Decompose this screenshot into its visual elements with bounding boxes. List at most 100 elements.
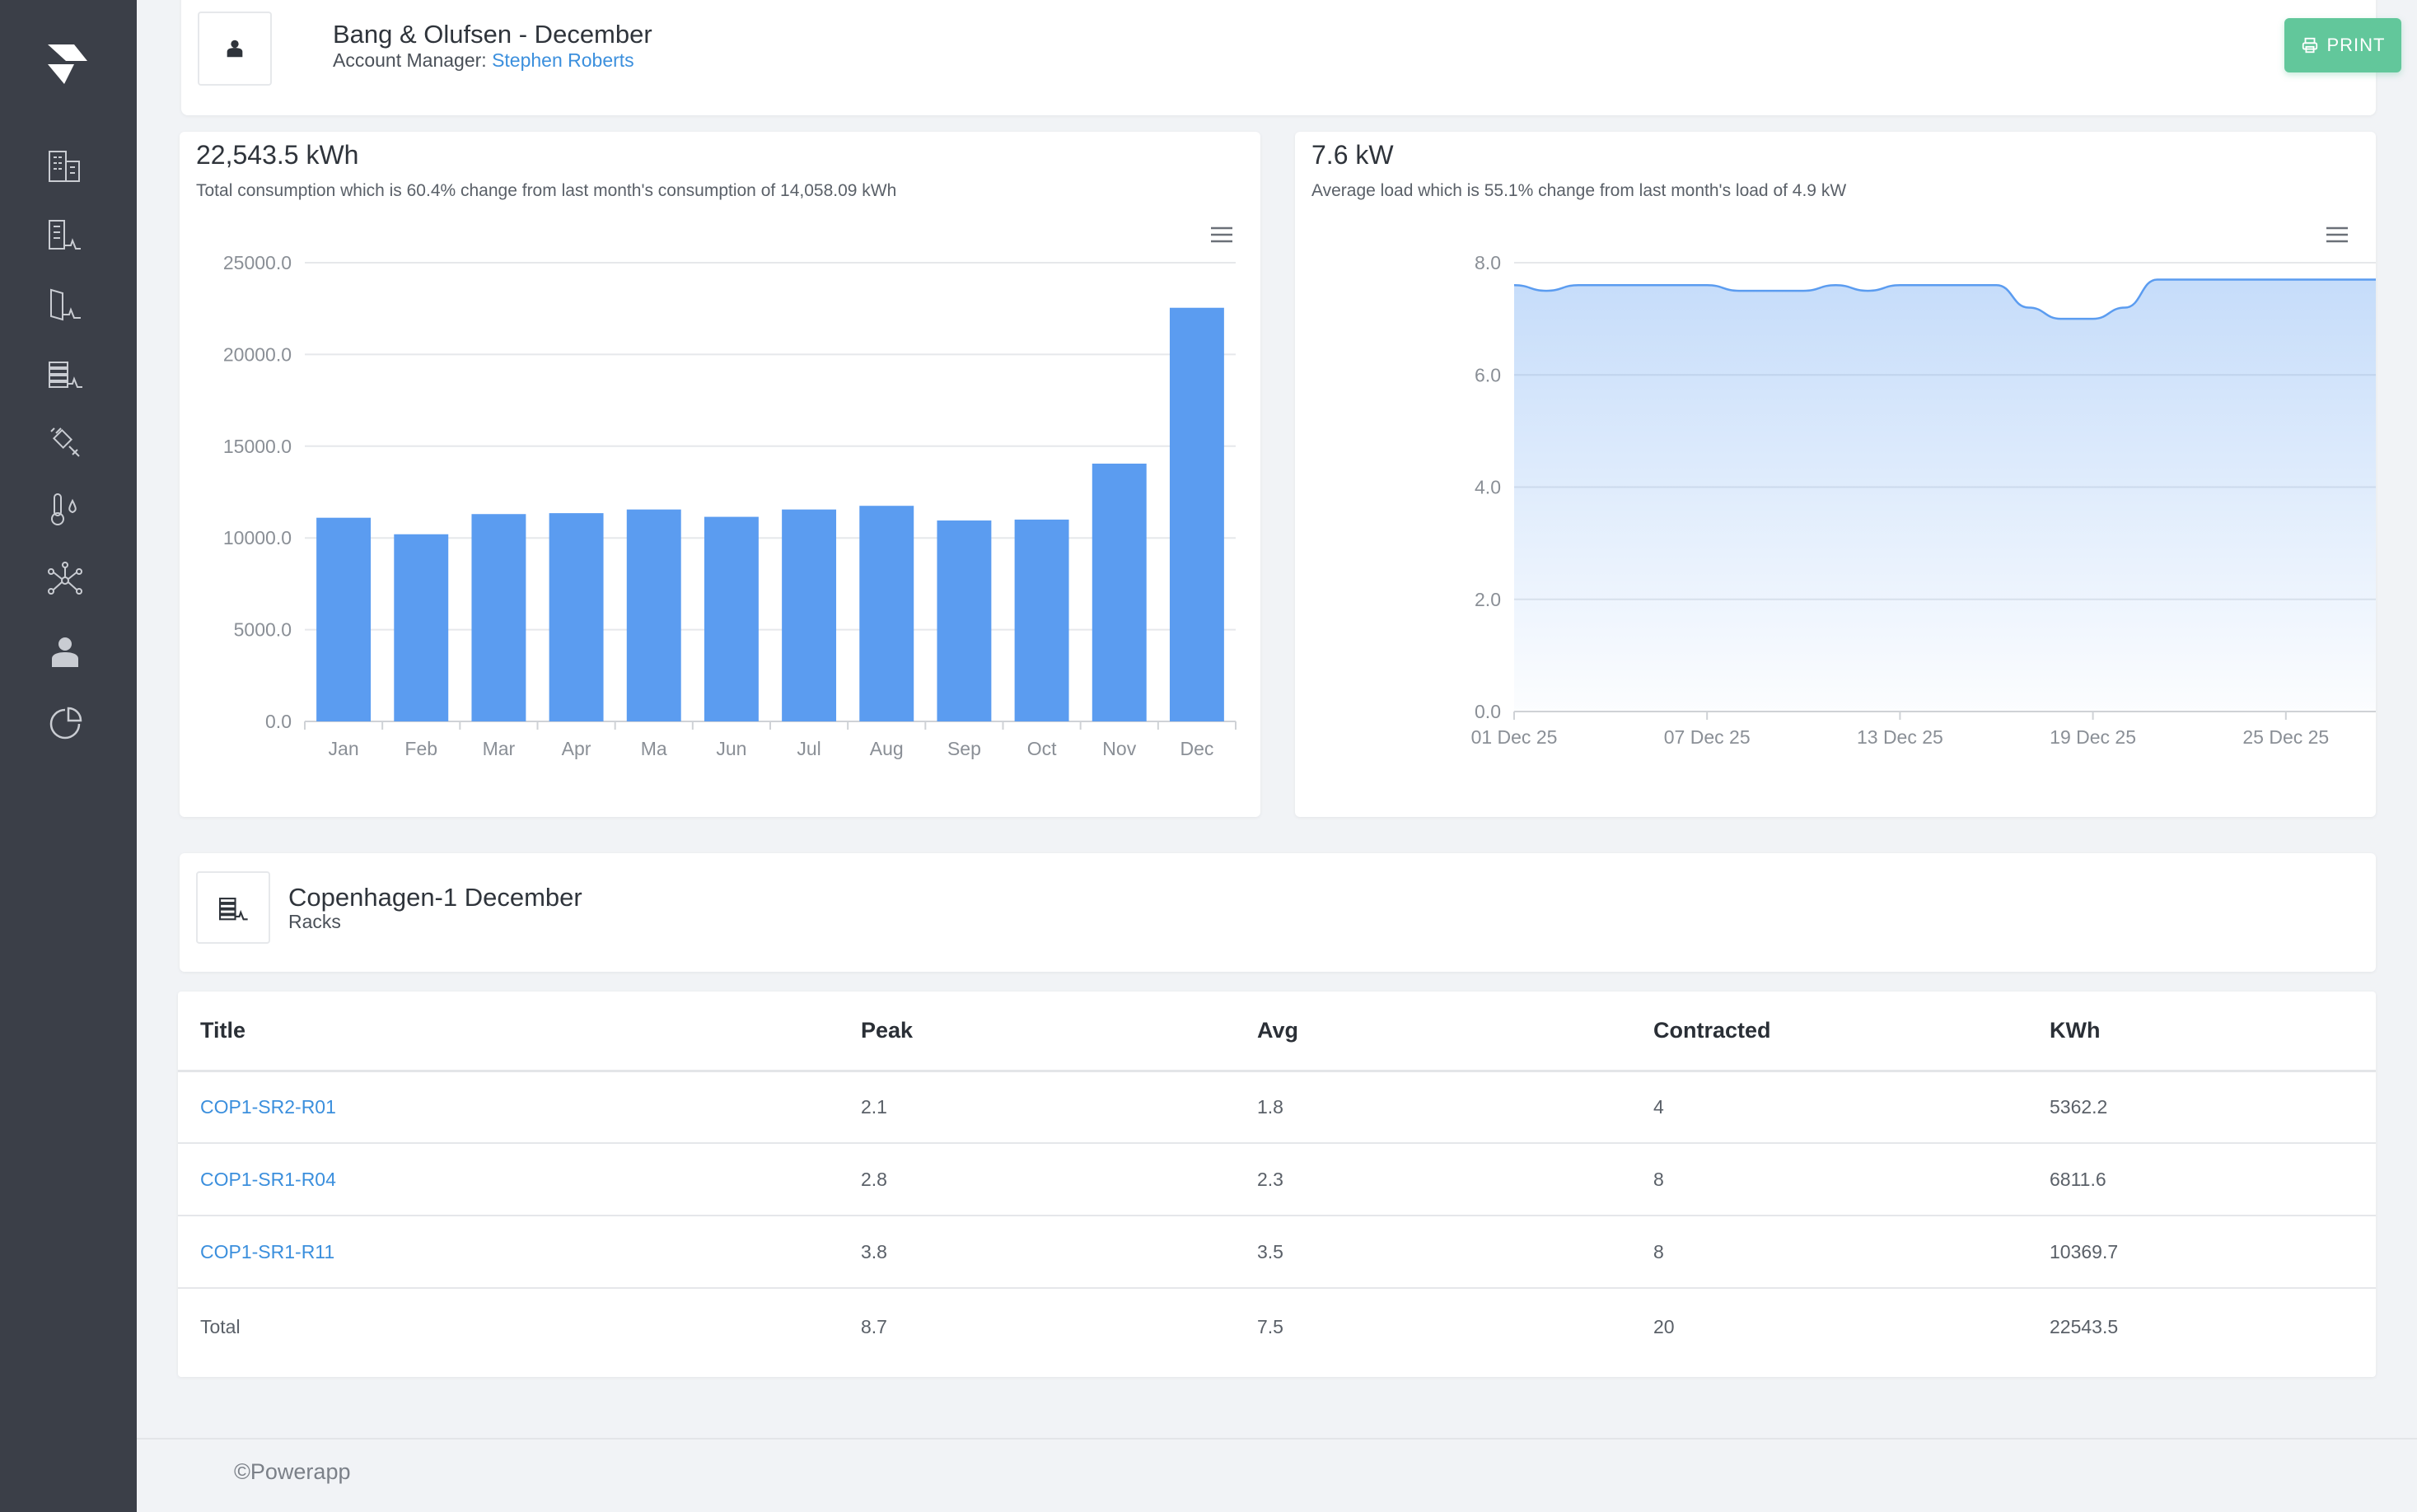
avg-cell: 2.3 [1235,1143,1631,1216]
bar[interactable] [549,513,604,721]
printer-icon [2302,37,2317,54]
y-tick-label: 6.0 [1475,364,1501,385]
y-tick-label: 5000.0 [234,619,292,641]
bar[interactable] [1014,519,1069,721]
footer-copyright: ©Powerapp [234,1459,351,1484]
avg-total: 7.5 [1257,1316,1283,1337]
rack-link[interactable]: COP1-SR2-R01 [200,1095,336,1118]
main-content: Bang & Olufsen - December Account Manage… [137,0,2417,1512]
account-manager-link[interactable]: Stephen Roberts [492,49,634,71]
table-header-row: Title Peak Avg Contracted KWh [178,992,2376,1072]
peak-total: 8.7 [861,1316,887,1337]
nav-buildings-icon[interactable] [41,142,89,189]
column-header-avg[interactable]: Avg [1235,992,1631,1072]
peak-cell: 3.8 [839,1216,1235,1289]
customer-header: Bang & Olufsen - December Account Manage… [181,0,2401,115]
racks-table-card: Title Peak Avg Contracted KWh COP1-SR2-R… [178,992,2376,1377]
contracted-cell: 8 [1631,1216,2027,1289]
y-tick-label: 0.0 [1475,701,1501,722]
y-tick-label: 8.0 [1475,252,1501,273]
bar[interactable] [316,517,372,721]
column-header-title[interactable]: Title [178,992,839,1072]
rack-link[interactable]: COP1-SR1-R04 [200,1168,336,1190]
x-tick-label: Dec [1180,738,1213,759]
app-logo-icon[interactable] [44,41,91,87]
bar[interactable] [626,509,681,721]
site-header: Copenhagen-1 December Racks [180,853,2376,972]
bar[interactable] [937,520,992,721]
account-manager-label: Account Manager: [333,49,487,71]
nav-account-manager-icon[interactable] [41,629,89,677]
column-header-contracted[interactable]: Contracted [1631,992,2027,1072]
site-icon-box [196,871,270,944]
y-tick-label: 0.0 [265,711,292,732]
y-tick-label: 25000.0 [223,252,292,273]
x-tick-label: 19 Dec 25 [2050,726,2136,748]
column-header-kwh[interactable]: KWh [2027,992,2376,1072]
y-tick-label: 20000.0 [223,343,292,365]
racks-chart-icon [218,898,248,921]
load-average: 7.6 kW [1311,140,1394,170]
kwh-total: 22543.5 [2050,1316,2119,1337]
y-tick-label: 10000.0 [223,527,292,548]
chart-menu-icon[interactable] [2325,226,2349,244]
bar[interactable] [782,509,837,721]
bar[interactable] [704,516,759,721]
x-tick-label: Jul [797,738,820,759]
chart-menu-icon[interactable] [1209,226,1234,244]
bar[interactable] [394,534,449,721]
x-tick-label: Aug [870,738,904,759]
nav-racks-chart-icon[interactable] [41,349,89,397]
table-total-row: Total 8.7 7.5 20 22543.5 [178,1288,2376,1365]
kwh-cell: 5362.2 [2027,1071,2376,1144]
avg-cell: 1.8 [1235,1071,1631,1144]
y-tick-label: 4.0 [1475,477,1501,498]
kwh-cell: 10369.7 [2027,1216,2376,1289]
consumption-description: Total consumption which is 60.4% change … [196,181,897,200]
bar[interactable] [1169,307,1224,721]
x-tick-label: Oct [1027,738,1057,759]
bar[interactable] [859,506,914,721]
peak-cell: 2.1 [839,1071,1235,1144]
footer: ©Powerapp [137,1438,2417,1512]
customer-avatar [198,12,272,86]
consumption-chart-card: 22,543.5 kWh Total consumption which is … [180,132,1260,817]
nav-network-icon[interactable] [41,557,89,604]
x-tick-label: Nov [1102,738,1136,759]
kwh-cell: 6811.6 [2027,1143,2376,1216]
table-row: COP1-SR1-R11 3.8 3.5 8 10369.7 [178,1216,2376,1289]
bar[interactable] [1092,463,1147,721]
avg-cell: 3.5 [1235,1216,1631,1289]
user-icon [227,40,243,58]
column-header-peak[interactable]: Peak [839,992,1235,1072]
consumption-total: 22,543.5 kWh [196,140,359,170]
rack-link[interactable]: COP1-SR1-R11 [200,1240,335,1262]
nav-room-chart-icon[interactable] [41,280,89,328]
racks-table: Title Peak Avg Contracted KWh COP1-SR2-R… [178,992,2376,1365]
total-label: Total [200,1316,241,1337]
load-area [1514,279,2376,712]
account-manager-line: Account Manager: Stephen Roberts [333,49,634,72]
print-label: PRINT [2326,35,2386,55]
table-row: COP1-SR2-R01 2.1 1.8 4 5362.2 [178,1071,2376,1144]
site-subtitle: Racks [288,911,341,932]
bar[interactable] [471,514,526,721]
load-line[interactable] [1513,278,2376,320]
nav-building-chart-icon[interactable] [41,211,89,259]
contracted-cell: 4 [1631,1071,2027,1144]
load-chart-card: 7.6 kW Average load which is 55.1% chang… [1295,132,2376,817]
consumption-bar-chart: 0.0 5000.0 10000.0 15000.0 20000.0 25000.0 Jan… [223,252,1237,759]
contracted-cell: 8 [1631,1143,2027,1216]
nav-plug-icon[interactable] [41,418,89,466]
peak-cell: 2.8 [839,1143,1235,1216]
x-tick-label: Feb [404,738,437,759]
print-button[interactable]: PRINT [2284,18,2401,72]
nav-thermometer-drop-icon[interactable] [41,486,89,534]
x-tick-label: Ma [641,738,667,759]
nav-pie-chart-icon[interactable] [41,700,89,748]
x-tick-label: Sep [947,738,981,759]
site-title: Copenhagen-1 December [288,883,582,912]
x-tick-label: 13 Dec 25 [1857,726,1943,748]
x-tick-label: Jun [716,738,746,759]
y-tick-label: 15000.0 [223,436,292,457]
